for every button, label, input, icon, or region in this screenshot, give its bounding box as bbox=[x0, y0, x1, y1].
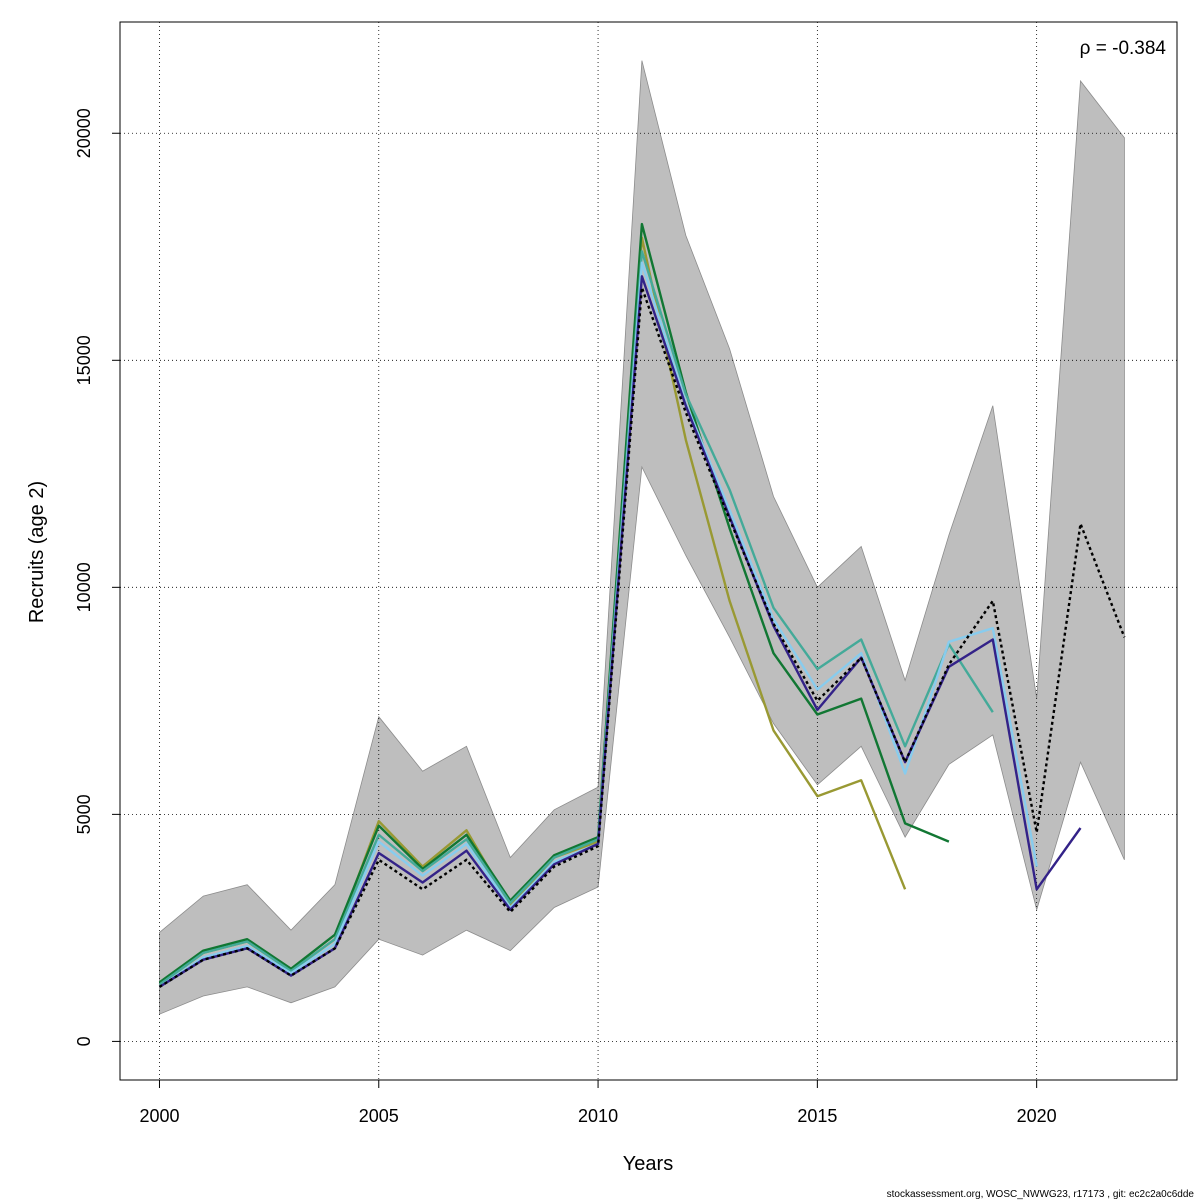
footer-credit: stockassessment.org, WOSC_NWWG23, r17173… bbox=[887, 1189, 1195, 1200]
x-tick-label: 2015 bbox=[797, 1106, 837, 1126]
y-tick-label: 5000 bbox=[74, 794, 94, 834]
confidence-band bbox=[159, 60, 1125, 1015]
rho-annotation: ρ = -0.384 bbox=[1080, 38, 1167, 59]
x-tick-label: 2005 bbox=[359, 1106, 399, 1126]
axis-layer: 2000 2005 2010 2015 2020 0 5000 10000 15000 20000 bbox=[74, 108, 1057, 1126]
x-tick-label: 2000 bbox=[139, 1106, 179, 1126]
y-tick-label: 20000 bbox=[74, 108, 94, 158]
y-tick-label: 0 bbox=[74, 1036, 94, 1046]
y-tick-label: 10000 bbox=[74, 562, 94, 612]
confidence-band-layer bbox=[159, 60, 1125, 1015]
series-line-2 bbox=[158, 222, 950, 984]
grid-layer bbox=[120, 22, 1177, 1080]
x-axis-title: Years bbox=[623, 1153, 673, 1175]
series-layer bbox=[158, 222, 1126, 988]
y-tick-label: 15000 bbox=[74, 335, 94, 385]
series-line-3 bbox=[158, 250, 994, 986]
plot-frame bbox=[119, 21, 1178, 1081]
x-tick-label: 2010 bbox=[578, 1106, 618, 1126]
y-axis-title: Recruits (age 2) bbox=[26, 481, 48, 623]
x-tick-label: 2020 bbox=[1017, 1106, 1057, 1126]
series-line-6 bbox=[158, 286, 1126, 988]
